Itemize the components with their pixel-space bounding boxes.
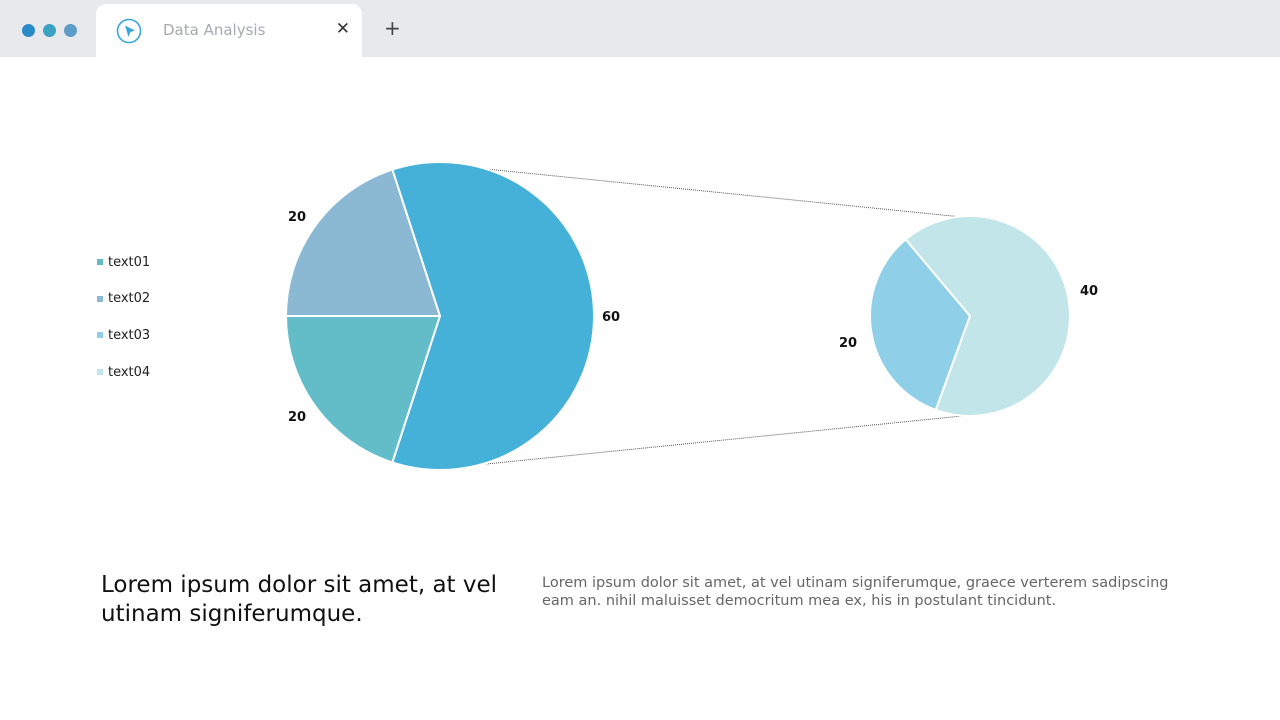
- legend-swatch: [97, 295, 103, 302]
- window-controls: [22, 24, 77, 37]
- legend-item: text03: [97, 325, 150, 345]
- legend-swatch: [97, 332, 103, 339]
- window-dot-maximize[interactable]: [64, 24, 77, 37]
- data-label: 20: [839, 336, 857, 351]
- browser-tab[interactable]: Data Analysis ✕: [96, 4, 362, 57]
- connector-line: [485, 415, 963, 465]
- legend-item: text01: [97, 252, 150, 272]
- cursor-arrow-icon: [116, 18, 142, 44]
- window-dot-close[interactable]: [22, 24, 35, 37]
- data-label: 20: [288, 410, 306, 425]
- legend-label: text04: [108, 364, 151, 380]
- legend-swatch: [97, 259, 103, 265]
- legend-item: text04: [97, 362, 150, 382]
- pie-slice: [284, 168, 442, 317]
- tab-title: Data Analysis: [163, 21, 266, 39]
- legend-label: text02: [108, 291, 151, 307]
- legend-swatch: [97, 369, 103, 376]
- plus-icon[interactable]: +: [384, 16, 401, 40]
- close-icon[interactable]: ✕: [335, 19, 350, 39]
- legend-label: text01: [108, 254, 151, 270]
- data-label: 60: [602, 310, 620, 325]
- pie-slice: [284, 315, 442, 464]
- data-label: 40: [1080, 284, 1098, 299]
- pie-slice: [391, 161, 595, 471]
- legend-label: text03: [108, 327, 151, 343]
- browser-top-bar: Data Analysis ✕ +: [0, 0, 1280, 57]
- chart-legend: text01 text02 text03 text04: [97, 252, 150, 399]
- content-body: Lorem ipsum dolor sit amet, at vel utina…: [542, 575, 1169, 609]
- pie-slice: [904, 215, 1071, 417]
- window-dot-minimize[interactable]: [43, 24, 56, 37]
- data-label: 20: [288, 210, 306, 225]
- connector-line: [485, 168, 963, 218]
- pie-slice: [869, 237, 972, 412]
- legend-item: text02: [97, 289, 150, 309]
- content-heading: Lorem ipsum dolor sit amet, at vel utina…: [101, 572, 498, 627]
